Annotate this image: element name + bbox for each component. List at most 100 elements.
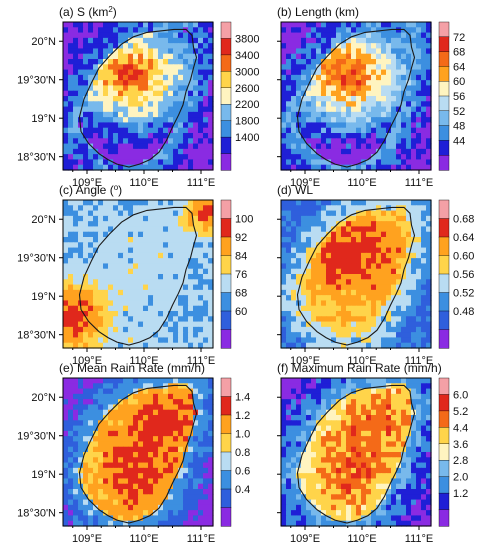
heatmap-cell bbox=[391, 321, 397, 328]
heatmap-cell bbox=[128, 64, 134, 71]
heatmap-cell bbox=[426, 143, 432, 150]
heatmap-cell bbox=[128, 316, 134, 323]
heatmap-cell bbox=[376, 446, 382, 453]
heatmap-cell bbox=[321, 399, 327, 406]
heatmap-cell bbox=[203, 332, 209, 339]
heatmap-cell bbox=[316, 159, 322, 166]
heatmap-cell bbox=[331, 316, 337, 323]
heatmap-cell bbox=[396, 436, 402, 443]
heatmap-cell bbox=[198, 305, 204, 312]
heatmap-cell bbox=[63, 425, 69, 432]
heatmap-cell bbox=[88, 441, 94, 448]
heatmap-cell bbox=[98, 101, 104, 108]
heatmap-cell bbox=[286, 404, 292, 411]
heatmap-cell bbox=[301, 117, 307, 124]
heatmap-cell bbox=[113, 27, 119, 34]
heatmap-cell bbox=[376, 321, 382, 328]
heatmap-cell bbox=[346, 316, 352, 323]
heatmap-cell bbox=[371, 446, 377, 453]
heatmap-cell bbox=[401, 420, 407, 427]
heatmap-cell bbox=[316, 457, 322, 464]
heatmap-cell bbox=[341, 148, 347, 155]
heatmap-cell bbox=[143, 22, 149, 28]
heatmap-cell bbox=[281, 85, 287, 92]
heatmap-cell bbox=[193, 326, 199, 333]
heatmap-cell bbox=[376, 425, 382, 432]
heatmap-cell bbox=[406, 90, 412, 97]
heatmap-cell bbox=[366, 48, 372, 55]
heatmap-cell bbox=[351, 69, 357, 76]
heatmap-cell bbox=[73, 467, 79, 474]
heatmap-cell bbox=[336, 164, 342, 171]
heatmap-cell bbox=[281, 420, 287, 427]
heatmap-cell bbox=[336, 252, 342, 259]
heatmap-cell bbox=[98, 515, 104, 522]
heatmap-cell bbox=[366, 210, 372, 217]
heatmap-cell bbox=[193, 247, 199, 254]
heatmap-cell bbox=[296, 242, 302, 249]
heatmap-cell bbox=[93, 305, 99, 312]
heatmap-cell bbox=[68, 237, 74, 243]
heatmap-cell bbox=[83, 415, 89, 421]
heatmap-cell bbox=[306, 305, 312, 312]
heatmap-cell bbox=[331, 263, 337, 270]
heatmap-cell bbox=[376, 64, 382, 71]
heatmap-cell bbox=[351, 90, 357, 97]
heatmap-cell bbox=[371, 473, 377, 480]
heatmap-cell bbox=[158, 478, 164, 485]
heatmap-cell bbox=[143, 159, 149, 166]
heatmap-cell bbox=[356, 64, 362, 71]
heatmap-cell bbox=[173, 268, 179, 275]
heatmap-cell bbox=[351, 111, 357, 118]
heatmap-cell bbox=[361, 80, 367, 87]
heatmap-cell bbox=[163, 263, 169, 270]
heatmap-cell bbox=[118, 383, 124, 390]
heatmap-cell bbox=[158, 388, 164, 395]
heatmap-cell bbox=[208, 300, 214, 307]
heatmap-cell bbox=[406, 295, 412, 302]
heatmap-cell bbox=[346, 305, 352, 312]
heatmap-cell bbox=[361, 205, 367, 212]
heatmap-cell bbox=[103, 215, 109, 222]
heatmap-cell bbox=[306, 388, 312, 395]
heatmap-cell bbox=[68, 300, 74, 307]
heatmap-cell bbox=[68, 111, 74, 118]
heatmap-cell bbox=[426, 133, 432, 139]
heatmap-cell bbox=[103, 504, 109, 511]
heatmap-cell bbox=[296, 425, 302, 432]
heatmap-cell bbox=[158, 420, 164, 427]
heatmap-cell bbox=[426, 154, 432, 161]
heatmap-cell bbox=[426, 221, 432, 228]
heatmap-cell bbox=[118, 289, 124, 296]
heatmap-cell bbox=[128, 159, 134, 166]
heatmap-cell bbox=[331, 388, 337, 395]
heatmap-cell bbox=[183, 221, 189, 228]
heatmap-cell bbox=[361, 122, 367, 129]
heatmap-cell bbox=[411, 383, 417, 390]
heatmap-cell bbox=[108, 138, 114, 145]
heatmap-cell bbox=[306, 127, 312, 134]
heatmap-cell bbox=[198, 32, 204, 39]
heatmap-cell bbox=[296, 252, 302, 259]
heatmap-cell bbox=[351, 305, 357, 312]
heatmap-cell bbox=[281, 300, 287, 307]
heatmap-cell bbox=[133, 321, 139, 328]
heatmap-cell bbox=[123, 404, 129, 411]
heatmap-cell bbox=[163, 148, 169, 155]
heatmap-cell bbox=[168, 515, 174, 522]
heatmap-cell bbox=[391, 300, 397, 307]
heatmap-cell bbox=[416, 85, 422, 92]
heatmap-cell bbox=[301, 473, 307, 480]
heatmap-cell bbox=[93, 510, 99, 517]
heatmap-cell bbox=[153, 53, 159, 60]
heatmap-cell bbox=[178, 430, 184, 437]
heatmap-cell bbox=[158, 96, 164, 102]
heatmap-cell bbox=[203, 117, 209, 124]
heatmap-cell bbox=[426, 117, 432, 124]
heatmap-cell bbox=[306, 200, 312, 206]
heatmap-cell bbox=[331, 96, 337, 102]
heatmap-cell bbox=[163, 378, 169, 384]
heatmap-cell bbox=[203, 510, 209, 517]
heatmap-cell bbox=[78, 289, 84, 296]
